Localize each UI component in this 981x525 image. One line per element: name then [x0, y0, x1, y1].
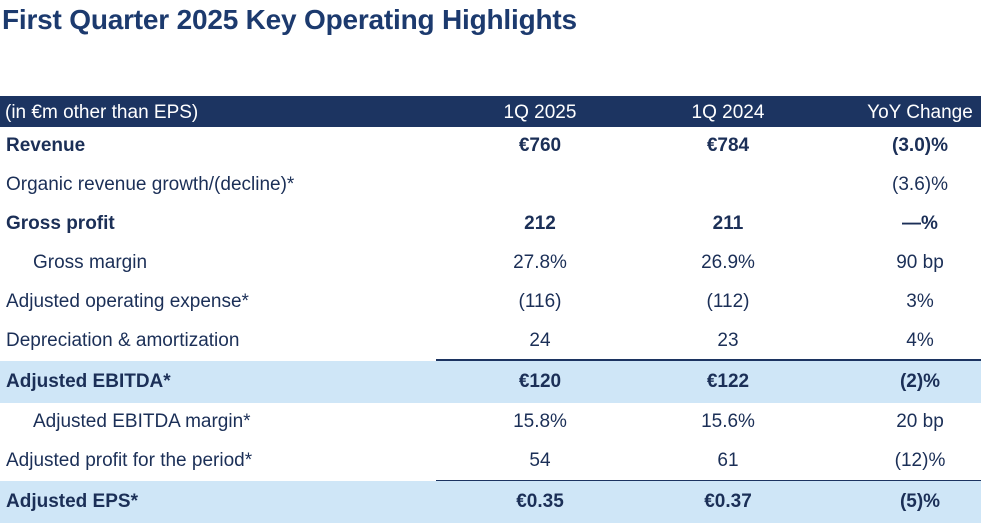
cell-yoy-change: (12)% — [894, 450, 946, 471]
cell-1q-2025: 27.8% — [513, 252, 567, 273]
subtotal-rule — [436, 479, 981, 481]
header-yoy-change: YoY Change — [867, 102, 973, 123]
cell-1q-2025: €120 — [518, 371, 562, 392]
cell-yoy-change: 4% — [906, 330, 934, 351]
row-label: Adjusted operating expense* — [6, 291, 249, 312]
cell-1q-2024: 23 — [717, 330, 739, 351]
table-row-adjusted-ebitda: Adjusted EBITDA* €120 €122 (2)% — [0, 361, 981, 403]
cell-1q-2024: €784 — [706, 135, 750, 156]
table-row-adjusted-eps: Adjusted EPS* €0.35 €0.37 (5)% — [0, 481, 981, 523]
cell-1q-2024: 211 — [712, 213, 744, 234]
cell-yoy-change: (3.0)% — [892, 135, 948, 156]
cell-1q-2024: 61 — [717, 450, 739, 471]
table-row-revenue: Revenue €760 €784 (3.0)% — [0, 127, 981, 166]
table-header-row: (in €m other than EPS) 1Q 2025 1Q 2024 Y… — [0, 96, 981, 127]
cell-1q-2025: (116) — [518, 291, 562, 312]
cell-1q-2024: (112) — [706, 291, 750, 312]
table-row-adjusted-profit: Adjusted profit for the period* 54 61 (1… — [0, 442, 981, 481]
row-label: Adjusted EBITDA margin* — [33, 411, 251, 432]
table-row-depreciation: Depreciation & amortization 24 23 4% — [0, 322, 981, 361]
table-row-gross-margin: Gross margin 27.8% 26.9% 90 bp — [0, 244, 981, 283]
cell-1q-2025: 24 — [529, 330, 551, 351]
cell-1q-2025: 54 — [529, 450, 551, 471]
cell-yoy-change: 90 bp — [896, 252, 944, 273]
header-1q-2025: 1Q 2025 — [503, 102, 577, 123]
cell-yoy-change: (3.6)% — [892, 174, 948, 195]
header-1q-2024: 1Q 2024 — [691, 102, 765, 123]
table-row-adjusted-operating-expense: Adjusted operating expense* (116) (112) … — [0, 283, 981, 322]
row-label: Depreciation & amortization — [6, 330, 240, 351]
cell-1q-2025: 15.8% — [513, 411, 567, 432]
cell-1q-2025: 212 — [524, 213, 556, 234]
cell-1q-2024: €122 — [706, 371, 750, 392]
row-label: Revenue — [6, 135, 86, 156]
cell-yoy-change: —% — [902, 213, 938, 234]
cell-1q-2025: €760 — [518, 135, 562, 156]
cell-yoy-change: 3% — [906, 291, 934, 312]
header-label: (in €m other than EPS) — [5, 102, 199, 123]
row-label: Gross margin — [33, 252, 148, 273]
cell-1q-2024: 15.6% — [701, 411, 755, 432]
table-row-organic-revenue: Organic revenue growth/(decline)* (3.6)% — [0, 166, 981, 205]
page-title: First Quarter 2025 Key Operating Highlig… — [2, 4, 577, 35]
table-row-gross-profit: Gross profit 212 211 —% — [0, 205, 981, 244]
row-label: Organic revenue growth/(decline)* — [6, 174, 295, 195]
cell-yoy-change: (5)% — [899, 491, 941, 512]
table-row-adjusted-ebitda-margin: Adjusted EBITDA margin* 15.8% 15.6% 20 b… — [0, 403, 981, 442]
cell-yoy-change: (2)% — [899, 371, 941, 392]
cell-1q-2024: 26.9% — [701, 252, 755, 273]
row-label: Gross profit — [6, 213, 115, 234]
cell-1q-2024: €0.37 — [704, 491, 752, 512]
row-label: Adjusted EPS* — [6, 491, 138, 512]
row-label: Adjusted EBITDA* — [6, 371, 171, 392]
subtotal-rule — [436, 359, 981, 361]
cell-yoy-change: 20 bp — [896, 411, 944, 432]
row-label: Adjusted profit for the period* — [6, 450, 253, 471]
highlights-table: (in €m other than EPS) 1Q 2025 1Q 2024 Y… — [0, 96, 981, 523]
cell-1q-2025: €0.35 — [516, 491, 564, 512]
